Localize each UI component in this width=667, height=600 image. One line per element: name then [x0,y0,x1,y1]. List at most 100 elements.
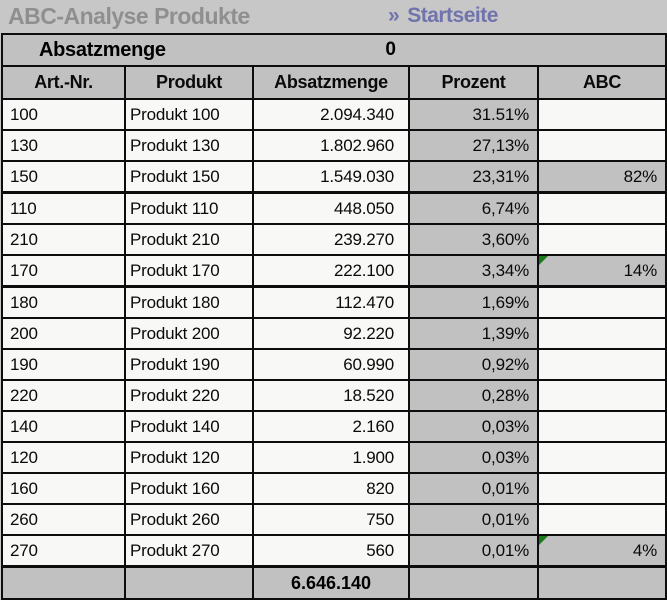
cell-abc[interactable] [539,100,665,129]
total-absatzmenge-cell[interactable]: 6.646.140 [254,568,410,598]
total-produkt-cell[interactable] [126,568,254,598]
cell-produkt[interactable]: Produkt 100 [126,100,254,129]
cell-art-nr[interactable]: 200 [3,319,126,348]
cell-prozent[interactable]: 1,69% [410,288,539,317]
cell-abc[interactable] [539,319,665,348]
cell-produkt[interactable]: Produkt 170 [126,256,254,285]
cell-abc[interactable] [539,443,665,472]
cell-produkt[interactable]: Produkt 220 [126,381,254,410]
cell-produkt[interactable]: Produkt 140 [126,412,254,441]
cell-absatzmenge[interactable]: 1.900 [254,443,410,472]
table-row: 200 Produkt 200 92.220 1,39% [3,319,665,350]
cell-prozent[interactable]: 0,28% [410,381,539,410]
cell-art-nr[interactable]: 100 [3,100,126,129]
column-header-abc[interactable]: ABC [582,72,622,92]
table-row: 220 Produkt 220 18.520 0,28% [3,381,665,412]
cell-abc[interactable] [539,194,665,223]
cell-abc[interactable] [539,412,665,441]
cell-absatzmenge[interactable]: 222.100 [254,256,410,285]
cell-prozent[interactable]: 6,74% [410,194,539,223]
cell-prozent[interactable]: 27,13% [410,131,539,160]
column-header-prozent[interactable]: Prozent [410,67,539,98]
cell-abc[interactable] [539,474,665,503]
cell-prozent[interactable]: 31.51% [410,100,539,129]
table-row: 270 Produkt 270 560 0,01% 4% [3,536,665,568]
cell-produkt[interactable]: Produkt 130 [126,131,254,160]
table-header-row: Art.-Nr. Produkt Absatzmenge Prozent ABC [3,67,665,100]
cell-art-nr[interactable]: 170 [3,256,126,285]
cell-absatzmenge[interactable]: 750 [254,505,410,534]
cell-abc[interactable] [539,350,665,379]
cell-absatzmenge[interactable]: 239.270 [254,225,410,254]
cell-absatzmenge[interactable]: 18.520 [254,381,410,410]
cell-prozent[interactable]: 0,03% [410,443,539,472]
cell-art-nr[interactable]: 220 [3,381,126,410]
cell-abc[interactable] [539,505,665,534]
cell-art-nr[interactable]: 150 [3,162,126,191]
table-row: 170 Produkt 170 222.100 3,34% 14% [3,256,665,288]
cell-prozent[interactable]: 3,34% [410,256,539,285]
cell-abc[interactable]: 14% [539,256,665,285]
cell-produkt[interactable]: Produkt 200 [126,319,254,348]
cell-absatzmenge[interactable]: 2.160 [254,412,410,441]
cell-art-nr[interactable]: 190 [3,350,126,379]
cell-art-nr[interactable]: 140 [3,412,126,441]
cell-abc[interactable] [539,131,665,160]
cell-prozent[interactable]: 1,39% [410,319,539,348]
cell-art-nr[interactable]: 270 [3,536,126,565]
cell-art-nr[interactable]: 160 [3,474,126,503]
cell-abc[interactable] [539,381,665,410]
startseite-label: Startseite [407,4,498,27]
abc-value: 14% [623,260,658,280]
cell-art-nr[interactable]: 130 [3,131,126,160]
total-abc-cell[interactable] [539,568,665,598]
column-header-produkt[interactable]: Produkt [126,67,254,98]
cell-produkt[interactable]: Produkt 150 [126,162,254,191]
cell-abc[interactable] [539,225,665,254]
cell-absatzmenge[interactable]: 820 [254,474,410,503]
cell-produkt[interactable]: Produkt 160 [126,474,254,503]
cell-produkt[interactable]: Produkt 190 [126,350,254,379]
table-row: 120 Produkt 120 1.900 0,03% [3,443,665,474]
cell-art-nr[interactable]: 110 [3,194,126,223]
cell-prozent[interactable]: 23,31% [410,162,539,191]
cell-produkt[interactable]: Produkt 210 [126,225,254,254]
cell-art-nr[interactable]: 180 [3,288,126,317]
cell-abc[interactable] [539,288,665,317]
cell-prozent[interactable]: 0,03% [410,412,539,441]
cell-absatzmenge[interactable]: 1.549.030 [254,162,410,191]
column-header-art-nr[interactable]: Art.-Nr. [3,67,126,98]
cell-produkt[interactable]: Produkt 110 [126,194,254,223]
total-prozent-cell[interactable] [410,568,539,598]
column-header-absatzmenge[interactable]: Absatzmenge [254,67,410,98]
cell-art-nr[interactable]: 210 [3,225,126,254]
cell-art-nr[interactable]: 260 [3,505,126,534]
cell-produkt[interactable]: Produkt 270 [126,536,254,565]
cell-absatzmenge[interactable]: 92.220 [254,319,410,348]
cell-prozent[interactable]: 0,01% [410,505,539,534]
cell-absatzmenge[interactable]: 448.050 [254,194,410,223]
cell-prozent[interactable]: 3,60% [410,225,539,254]
cell-absatzmenge[interactable]: 2.094.340 [254,100,410,129]
cell-prozent[interactable]: 0,01% [410,536,539,565]
total-art-nr-cell[interactable] [3,568,126,598]
table-row: 180 Produkt 180 112.470 1,69% [3,288,665,319]
cell-produkt[interactable]: Produkt 120 [126,443,254,472]
summary-value-cell[interactable]: 0 [385,39,396,60]
cell-abc[interactable]: 82% [539,162,665,191]
cell-absatzmenge[interactable]: 60.990 [254,350,410,379]
cell-absatzmenge[interactable]: 112.470 [254,288,410,317]
cell-absatzmenge[interactable]: 1.802.960 [254,131,410,160]
table-row: 110 Produkt 110 448.050 6,74% [3,194,665,225]
cell-produkt[interactable]: Produkt 260 [126,505,254,534]
cell-art-nr[interactable]: 120 [3,443,126,472]
cell-abc[interactable]: 4% [539,536,665,565]
cell-produkt[interactable]: Produkt 180 [126,288,254,317]
cell-prozent[interactable]: 0,01% [410,474,539,503]
cell-prozent[interactable]: 0,92% [410,350,539,379]
table-body: 100 Produkt 100 2.094.340 31.51% 130 Pro… [3,100,665,568]
startseite-link[interactable]: » Startseite [388,4,498,28]
summary-row: Absatzmenge 0 [3,35,665,67]
cell-absatzmenge[interactable]: 560 [254,536,410,565]
